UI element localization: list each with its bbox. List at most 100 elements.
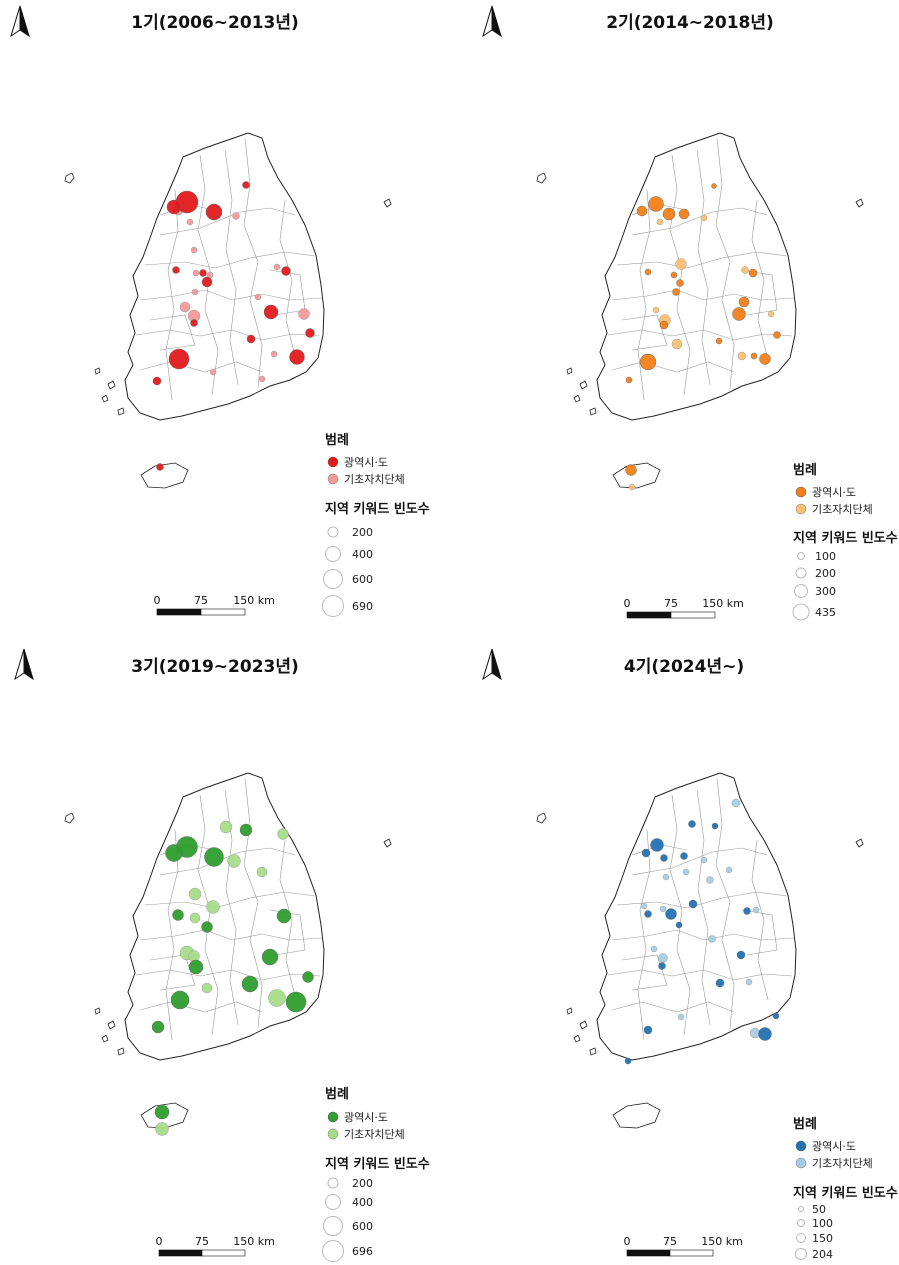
metro-region-symbol — [305, 328, 315, 338]
north-arrow-icon — [10, 5, 30, 37]
local-government-symbol — [155, 1122, 169, 1136]
metro-region-symbol — [650, 838, 664, 852]
scale-bar: 0 75 150 km — [624, 1235, 743, 1257]
local-government-symbol — [201, 982, 213, 994]
metro-region-symbol — [166, 199, 182, 215]
local-government-symbol — [725, 866, 733, 874]
panel-4: 4기(2024년~) 범례 광역시·도 기초자치단체 지역 키워드 빈도수 50… — [482, 648, 898, 1261]
metro-region-symbol — [711, 822, 719, 830]
metro-region-symbol — [715, 337, 723, 345]
legend-size-value: 100 — [815, 550, 836, 563]
metro-region-symbol — [151, 1020, 165, 1034]
legend-size-value: 435 — [815, 606, 836, 619]
local-government-symbol — [628, 483, 636, 491]
korea-basemap — [536, 132, 864, 489]
legend-size-circle — [325, 1194, 341, 1210]
local-government-symbol — [191, 288, 199, 296]
metro-region-symbol — [199, 269, 207, 277]
local-government-symbol — [662, 873, 670, 881]
korea-basemap — [536, 772, 864, 1129]
legend-title: 범례 — [793, 1116, 817, 1132]
metro-region-symbol — [289, 349, 305, 365]
legend-metro-label: 광역시·도 — [344, 456, 388, 469]
metro-region-symbol — [748, 268, 758, 278]
local-government-symbol — [659, 905, 667, 913]
local-government-symbol — [268, 989, 286, 1007]
panel-1: 1기(2006~2013년) 범례 광역시·도 기초자치단체 지역 키워드 빈도… — [10, 5, 430, 617]
local-government-symbol — [706, 876, 714, 884]
scale-label: 0 — [156, 1235, 163, 1248]
scale-bar: 0 75 150 km — [624, 597, 744, 619]
local-government-symbol — [737, 351, 747, 361]
legend-local-label: 기초자치단체 — [344, 473, 405, 486]
legend-local-label: 기초자치단체 — [812, 1157, 873, 1170]
legend-size-value: 200 — [352, 1177, 373, 1190]
metro-region-symbol — [239, 823, 253, 837]
metro-region-symbol — [676, 279, 684, 287]
local-government-symbol — [270, 350, 278, 358]
metro-region-symbol — [658, 962, 666, 970]
metro-region-symbol — [743, 907, 751, 915]
local-government-symbol — [192, 269, 200, 277]
north-arrow-icon — [482, 648, 502, 680]
metro-region-symbol — [201, 921, 213, 933]
metro-region-symbol — [285, 991, 307, 1013]
metro-region-symbol — [152, 376, 162, 386]
legend-size-circle — [796, 1233, 806, 1243]
local-government-symbol — [767, 310, 775, 318]
local-government-symbol — [273, 263, 281, 271]
legend-metro-symbol — [795, 486, 807, 498]
local-government-symbol — [700, 214, 708, 222]
metro-region-symbol — [758, 1027, 772, 1041]
legend-metro-symbol — [327, 1111, 339, 1123]
legend-size-title: 지역 키워드 빈도수 — [793, 530, 898, 546]
local-government-symbol — [682, 868, 690, 876]
local-government-symbol — [186, 218, 194, 226]
metro-region-symbol — [172, 909, 184, 921]
metro-region-symbol — [672, 288, 680, 296]
legend-metro-label: 광역시·도 — [812, 486, 856, 499]
legend-size-circle — [322, 1240, 344, 1262]
legend-size-value: 200 — [352, 526, 373, 539]
legend-size-circle — [795, 567, 807, 579]
local-government-symbol — [254, 293, 262, 301]
scale-bar: 0 75 150 km — [156, 1235, 275, 1257]
legend: 범례 광역시·도 기초자치단체 지역 키워드 빈도수 200 400 600 6… — [322, 432, 430, 617]
metro-region-symbol — [732, 307, 746, 321]
local-government-symbol — [677, 1013, 685, 1021]
legend-size-value: 400 — [352, 548, 373, 561]
local-government-symbol — [731, 798, 741, 808]
metro-region-symbol — [736, 950, 746, 960]
metro-region-symbol — [261, 948, 279, 966]
metro-region-symbol — [644, 910, 652, 918]
metro-region-symbol — [241, 975, 259, 993]
metro-region-symbol — [204, 847, 224, 867]
metro-region-symbol — [688, 899, 698, 909]
metro-region-symbol — [276, 908, 292, 924]
legend-size-circle — [327, 526, 339, 538]
legend-size-circle — [325, 546, 341, 562]
metro-region-symbol — [750, 352, 758, 360]
panel-title: 1기(2006~2013년) — [131, 13, 299, 33]
legend-size-circle — [323, 1216, 343, 1236]
local-government-symbol — [652, 306, 660, 314]
legend-size-circle — [797, 1219, 805, 1227]
metro-region-symbol — [643, 1025, 653, 1035]
local-government-symbol — [671, 338, 683, 350]
local-government-symbol — [675, 258, 687, 270]
local-government-symbol — [219, 820, 233, 834]
legend: 범례 광역시·도 기초자치단체 지역 키워드 빈도수 50 100 150 20… — [793, 1116, 898, 1261]
legend: 범례 광역시·도 기초자치단체 지역 키워드 빈도수 200 400 600 6… — [322, 1086, 430, 1262]
legend-metro-label: 광역시·도 — [812, 1140, 856, 1153]
panel-2: 2기(2014~2018년) 범례 광역시·도 기초자치단체 지역 키워드 빈도… — [482, 5, 898, 621]
legend-local-symbol — [795, 1157, 807, 1169]
metro-region-symbol — [154, 1104, 170, 1120]
legend-size-value: 100 — [812, 1217, 833, 1230]
legend-size-circle — [797, 552, 805, 560]
metro-region-symbol — [773, 331, 781, 339]
legend-size-circle — [792, 603, 810, 621]
local-government-symbol — [188, 887, 202, 901]
metro-region-symbol — [165, 844, 183, 862]
metro-region-symbol — [263, 304, 279, 320]
scale-bar: 0 75 150 km — [154, 594, 275, 616]
